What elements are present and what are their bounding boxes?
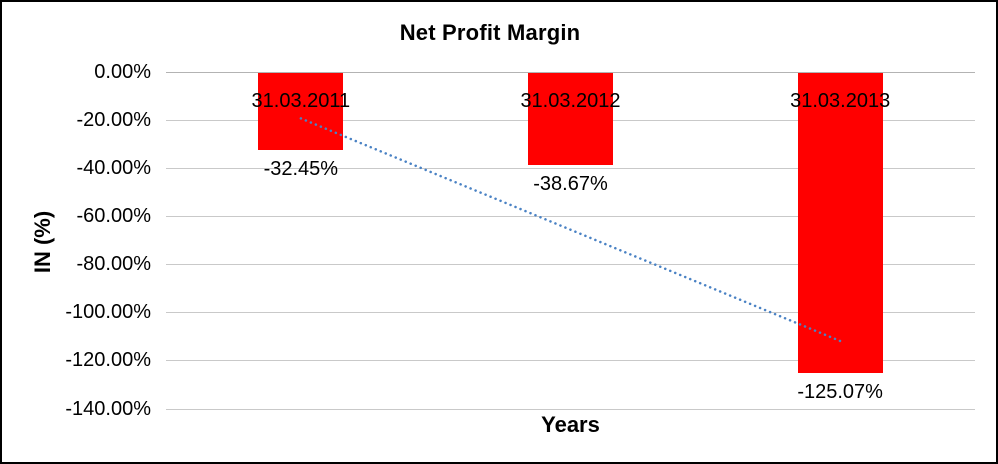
bar — [797, 72, 883, 374]
y-tick-label: 0.00% — [94, 61, 151, 83]
y-tick-label: -100.00% — [65, 301, 151, 324]
category-label: 31.03.2011 — [251, 90, 351, 112]
y-tick-label: -60.00% — [76, 205, 152, 228]
y-tick-label: -20.00% — [76, 109, 152, 132]
gridline — [166, 360, 975, 362]
y-tick-label: -140.00% — [65, 397, 151, 420]
bar — [528, 72, 613, 166]
data-label: -38.67% — [533, 173, 608, 196]
y-tick-label: -80.00% — [76, 253, 152, 276]
y-tick-label: -40.00% — [76, 157, 152, 180]
data-label: -32.45% — [263, 158, 339, 181]
chart-title: Net Profit Margin — [399, 20, 581, 45]
data-label: -125.07% — [797, 381, 883, 404]
y-tick-label: -120.00% — [65, 349, 151, 372]
x-axis-title: Years — [541, 412, 600, 437]
category-label: 31.03.2013 — [790, 90, 891, 112]
category-label: 31.03.2012 — [520, 90, 621, 112]
gridline — [166, 408, 975, 410]
